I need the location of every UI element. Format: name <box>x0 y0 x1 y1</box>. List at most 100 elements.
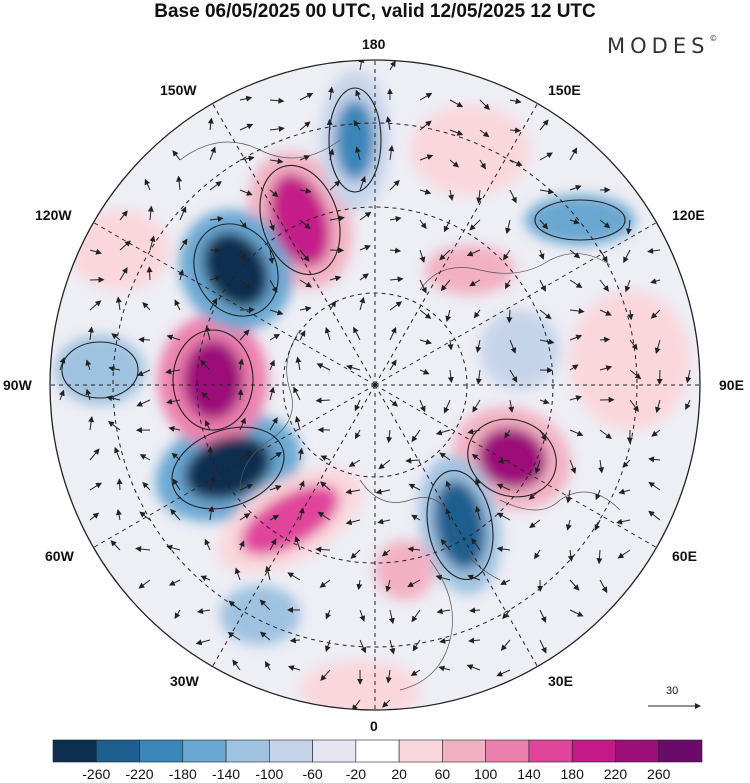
wind-vector <box>234 567 241 581</box>
wind-vector <box>616 518 631 525</box>
wind-vector <box>529 519 541 529</box>
wind-vector <box>269 359 275 371</box>
wind-vector <box>594 519 601 531</box>
colorbar-tick-label: 60 <box>434 766 451 782</box>
wind-vector <box>239 95 253 102</box>
anomaly-region <box>410 105 530 195</box>
colorbar-swatch <box>312 739 357 763</box>
wind-vector <box>239 219 247 229</box>
lon-label-30w: 30W <box>170 673 199 689</box>
colorbar-tick-label: 260 <box>647 766 671 782</box>
wind-vector <box>569 579 580 591</box>
wind-vector <box>298 480 305 491</box>
wind-vector <box>474 478 481 491</box>
wind-vector <box>479 129 490 138</box>
wind-vector <box>565 519 572 531</box>
wind-vector <box>239 329 250 341</box>
wind-vector <box>651 429 661 437</box>
wind-vector <box>139 454 151 461</box>
wind-vector <box>598 459 605 474</box>
wind-vector <box>358 60 365 71</box>
wind-vector <box>435 574 451 581</box>
wind-vector <box>386 429 393 444</box>
wind-vector <box>538 249 545 260</box>
wind-vector <box>618 488 631 495</box>
wind-vector <box>419 368 430 375</box>
wind-vector <box>412 639 421 652</box>
wind-vector <box>239 249 246 261</box>
wind-vector <box>114 446 121 461</box>
wind-vector <box>443 399 451 414</box>
wind-vector <box>204 420 211 431</box>
wind-vector <box>389 215 402 222</box>
anomaly-region <box>425 245 515 295</box>
colorbar-tick-label: -220 <box>125 766 154 782</box>
wind-vector <box>479 159 486 170</box>
wind-vector <box>168 425 181 432</box>
wind-vector <box>269 158 284 165</box>
wind-vector <box>447 369 454 384</box>
wind-vector <box>59 389 65 401</box>
wind-vector <box>293 386 301 401</box>
wind-vector <box>440 538 451 551</box>
wind-vector <box>539 219 549 230</box>
wind-vector <box>138 336 151 343</box>
colorbar-tick-label: -140 <box>212 766 241 782</box>
wind-vector <box>599 336 611 343</box>
wind-vector <box>359 296 366 311</box>
colorbar-tick-label: 180 <box>560 766 584 782</box>
wind-vector <box>353 326 361 341</box>
wind-vector <box>329 215 345 222</box>
wind-vector <box>317 511 331 521</box>
wind-vector <box>315 546 331 553</box>
wind-vector <box>299 93 314 101</box>
wind-vector <box>438 665 451 672</box>
wind-vector <box>596 549 603 565</box>
wind-vector <box>569 279 583 289</box>
wind-vector <box>359 245 371 251</box>
wind-vector <box>320 669 331 681</box>
wind-vector <box>475 369 482 385</box>
wind-vector <box>319 579 331 588</box>
wind-vector <box>439 452 451 461</box>
wind-vector <box>166 398 181 405</box>
wind-vector <box>89 512 100 521</box>
wind-vector <box>348 459 361 467</box>
colorbar-tick-label: 140 <box>517 766 541 782</box>
wind-vector <box>565 489 572 504</box>
wind-vector <box>539 152 553 161</box>
wind-vector <box>299 219 311 230</box>
wind-vector <box>200 575 211 582</box>
map-title: Base 06/05/2025 00 UTC, valid 12/05/2025… <box>154 1 596 22</box>
wind-vector <box>405 457 421 464</box>
wind-vector <box>408 483 421 491</box>
wind-vector <box>209 180 222 191</box>
wind-vector <box>268 249 275 264</box>
wind-vector <box>599 279 610 292</box>
wind-vector <box>287 665 301 671</box>
wind-vector <box>85 388 92 401</box>
copyright-mark: © <box>709 34 718 43</box>
wind-vector <box>269 219 275 232</box>
wind-vector <box>497 458 511 464</box>
wind-vector <box>269 125 285 132</box>
wind-vector <box>209 275 222 282</box>
wind-vector <box>447 339 454 351</box>
wind-vector <box>629 369 642 380</box>
wind-vector <box>569 334 583 341</box>
wind-vector <box>111 333 121 341</box>
wind-vector <box>534 549 541 560</box>
wind-vector <box>204 325 211 341</box>
wind-vector <box>648 510 661 521</box>
wind-vector <box>137 369 151 377</box>
anomaly-region <box>183 340 243 420</box>
wind-vector <box>503 249 511 261</box>
wind-vector <box>419 309 432 320</box>
colorbar-swatch <box>225 739 270 763</box>
wind-vector <box>328 148 335 161</box>
wind-vector <box>89 300 102 311</box>
wind-vector <box>508 399 515 413</box>
wind-vector <box>295 356 302 371</box>
wind-vector <box>166 334 181 341</box>
